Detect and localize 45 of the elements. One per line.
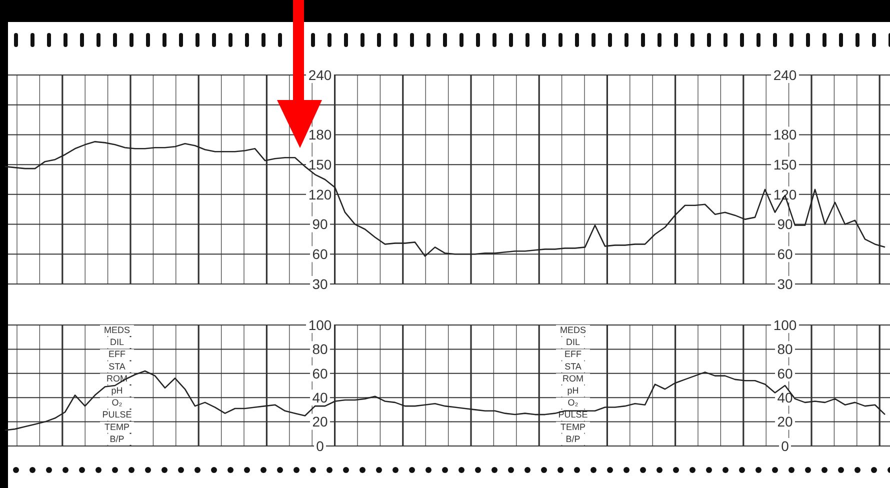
annotation: EFF	[564, 349, 582, 360]
y2-tick-label: 100	[773, 316, 797, 333]
y2-tick-label: 30	[777, 276, 793, 292]
y-tick-label: 20	[312, 414, 328, 430]
line-series	[4, 370, 886, 431]
y-tick-label: 120	[308, 186, 332, 202]
annotation: O₂	[112, 398, 123, 408]
annotation: pH	[111, 386, 123, 396]
annotation: B/P	[110, 434, 124, 444]
annotation: B/P	[566, 434, 580, 444]
y-tick-label: 150	[308, 156, 332, 172]
annotation: pH	[567, 386, 579, 396]
annotation: MEDS	[104, 325, 130, 335]
annotation: TEMP	[560, 422, 586, 432]
y-tick-label: 240	[308, 66, 332, 83]
y2-tick-label: 20	[777, 414, 793, 430]
annotation: DIL	[566, 337, 580, 348]
y2-tick-label: 90	[777, 216, 793, 232]
annotation: ROM	[562, 373, 584, 384]
y-tick-label: 90	[312, 216, 328, 232]
annotation: DIL	[110, 337, 124, 348]
y-tick-label: 40	[312, 390, 328, 406]
y2-tick-label: 0	[781, 438, 790, 454]
y-tick-label: 30	[312, 276, 328, 292]
annotation: STA	[108, 361, 126, 372]
y-tick-label: 100	[308, 316, 332, 333]
annotation: O₂	[568, 398, 579, 408]
y2-tick-label: 80	[777, 341, 793, 358]
y2-tick-label: 180	[773, 126, 797, 143]
annotation: PULSE	[558, 410, 588, 420]
y-tick-label: 0	[316, 438, 324, 454]
y-tick-label: 80	[312, 341, 328, 358]
annotation: STA	[564, 361, 582, 372]
y2-tick-label: 40	[777, 390, 793, 406]
annotation: TEMP	[104, 422, 130, 432]
y2-tick-label: 60	[777, 246, 793, 262]
y2-tick-label: 60	[777, 365, 793, 382]
annotation: MEDS	[560, 325, 586, 335]
y2-tick-label: 150	[773, 156, 797, 172]
y-tick-label: 60	[312, 365, 328, 382]
y-tick-label: 180	[308, 126, 332, 143]
y2-tick-label: 240	[773, 66, 797, 83]
annotation: EFF	[108, 349, 126, 360]
annotation: PULSE	[102, 410, 132, 420]
y-tick-label: 60	[312, 246, 328, 262]
